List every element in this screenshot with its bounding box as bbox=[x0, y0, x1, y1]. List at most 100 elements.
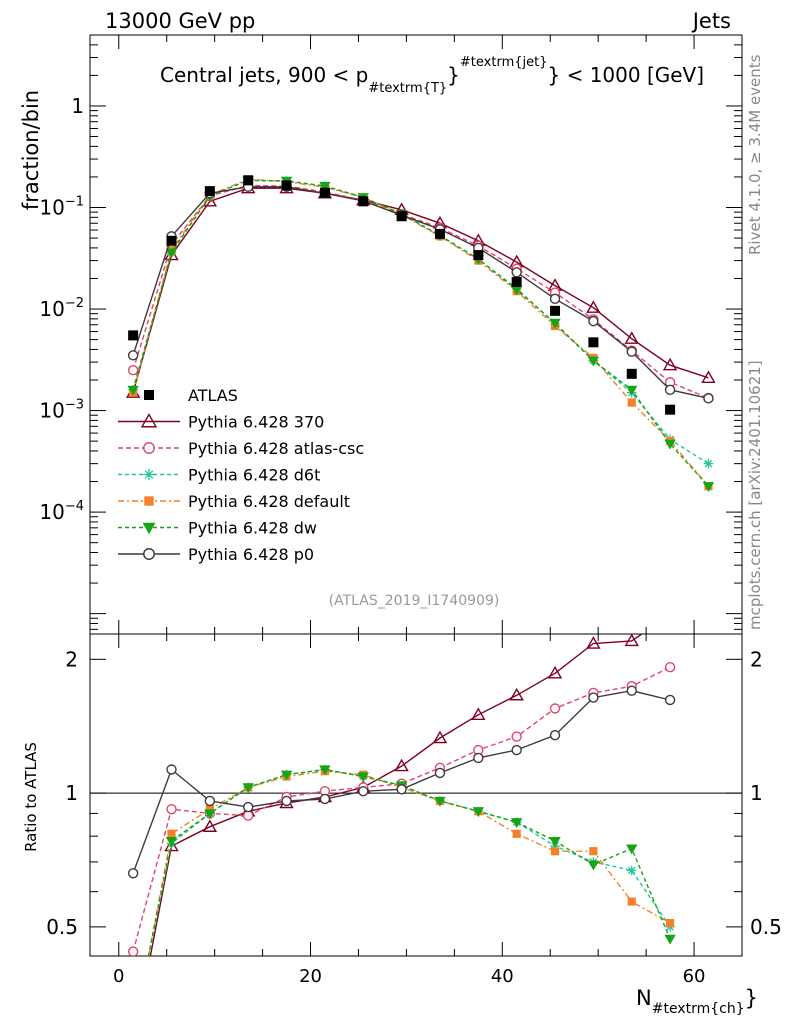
plot-title-close: } bbox=[447, 63, 460, 87]
series-4-ratio-point bbox=[511, 818, 523, 829]
legend-label-3: Pythia 6.428 default bbox=[188, 492, 350, 511]
series-3-main-line bbox=[132, 178, 709, 487]
series-1-ratio-point bbox=[127, 946, 139, 956]
legend-marker-2 bbox=[143, 468, 155, 481]
header-observable: Jets bbox=[691, 9, 731, 33]
x-axis-label: N#textrm{ch}} bbox=[636, 986, 758, 1017]
series-4-main-point bbox=[587, 356, 600, 367]
series-4-ratio-point bbox=[357, 772, 369, 783]
series-4-ratio-point bbox=[664, 934, 676, 945]
atlas-data-point bbox=[358, 196, 369, 207]
series-1-ratio-point bbox=[549, 703, 561, 714]
series-1-ratio-point bbox=[243, 810, 254, 821]
main-y-tick-label: 10−3 bbox=[39, 398, 84, 423]
series-4-ratio-point bbox=[626, 844, 638, 855]
series-5-ratio-point bbox=[511, 744, 522, 756]
series-4-main-point bbox=[626, 385, 638, 396]
series-1-ratio-point bbox=[511, 731, 522, 742]
series-4-main-point bbox=[702, 482, 715, 492]
atlas-data-point bbox=[665, 404, 676, 415]
atlas-data-point bbox=[626, 368, 637, 379]
series-1-ratio-point bbox=[166, 803, 177, 815]
atlas-data-point bbox=[204, 186, 215, 197]
main-y-tick-label: 10−4 bbox=[39, 499, 84, 524]
legend-marker-3 bbox=[144, 496, 154, 506]
series-3-ratio-line bbox=[147, 770, 671, 956]
header-energy: 13000 GeV pp bbox=[105, 9, 255, 33]
series-0-ratio-point bbox=[586, 636, 601, 649]
atlas-data-point bbox=[511, 276, 522, 287]
series-3-ratio-point bbox=[167, 829, 176, 838]
ratio-y-tick-label: 2 bbox=[65, 647, 78, 671]
analysis-watermark: (ATLAS_2019_I1740909) bbox=[329, 593, 500, 609]
series-0-ratio-point bbox=[664, 609, 676, 620]
series-5-ratio-point bbox=[243, 801, 254, 813]
series-3-ratio-point bbox=[665, 918, 675, 928]
series-4-main-point bbox=[165, 248, 178, 259]
series-5-main-point bbox=[127, 350, 139, 361]
series-4-ratio-point bbox=[242, 783, 254, 794]
series-3-ratio-point bbox=[627, 897, 636, 906]
ratio-y-tick-label-right: 0.5 bbox=[750, 915, 782, 939]
series-1-ratio-point bbox=[664, 661, 676, 673]
ratio-ylabel: Ratio to ATLAS bbox=[22, 742, 40, 852]
series-2-ratio-point bbox=[626, 865, 637, 876]
series-4-ratio-point bbox=[472, 807, 484, 818]
series-5-main-line bbox=[132, 186, 709, 399]
series-5-ratio-point bbox=[127, 868, 139, 879]
rivet-label: Rivet 4.1.0, ≥ 3.4M events bbox=[746, 54, 764, 255]
series-0-ratio-line bbox=[149, 634, 644, 956]
series-4-ratio-point bbox=[587, 860, 600, 871]
series-0-main-point bbox=[586, 300, 601, 313]
ratio-y-tick-label: 0.5 bbox=[46, 915, 78, 939]
atlas-data-point bbox=[396, 211, 407, 222]
series-3-ratio-point bbox=[589, 847, 598, 856]
series-4-ratio-point bbox=[165, 836, 178, 847]
series-0-ratio-point bbox=[394, 758, 409, 772]
series-5-ratio-point bbox=[434, 767, 446, 779]
legend-marker-1 bbox=[143, 442, 155, 454]
atlas-data-point bbox=[128, 330, 139, 341]
series-0-main-point bbox=[701, 370, 716, 384]
series-4-main-line bbox=[132, 179, 709, 487]
ratio-y-tick-label-right: 1 bbox=[750, 781, 763, 805]
atlas-data-point bbox=[281, 180, 292, 191]
series-5-ratio-point bbox=[549, 729, 561, 741]
atlas-data-point bbox=[550, 305, 561, 316]
series-5-main-point bbox=[626, 346, 637, 357]
series-5-main-point bbox=[511, 267, 522, 278]
series-5-ratio-point bbox=[358, 785, 369, 797]
atlas-data-point bbox=[166, 235, 177, 246]
series-4-main-point bbox=[319, 181, 331, 192]
series-5-ratio-point bbox=[166, 764, 177, 775]
main-y-tick-label: 10−2 bbox=[39, 296, 84, 321]
atlas-data-point bbox=[473, 250, 484, 261]
x-tick-label: 0 bbox=[113, 966, 124, 987]
x-tick-label: 20 bbox=[299, 966, 322, 987]
atlas-data-point bbox=[588, 337, 599, 348]
series-5-ratio-point bbox=[281, 795, 292, 807]
legend-label-2: Pythia 6.428 d6t bbox=[188, 466, 320, 485]
ratio-y-tick-label: 1 bbox=[65, 781, 78, 805]
series-5-main-point bbox=[664, 384, 676, 396]
series-5-main-point bbox=[549, 293, 561, 305]
series-4-ratio-point bbox=[549, 836, 561, 847]
series-0-ratio-point bbox=[202, 819, 218, 832]
series-2-main-point bbox=[703, 458, 714, 469]
series-3-ratio-point bbox=[512, 829, 521, 838]
main-ylabel: fraction/bin bbox=[19, 90, 43, 210]
atlas-data-point bbox=[434, 228, 445, 239]
series-4-ratio-point bbox=[319, 765, 331, 776]
series-4-ratio-point bbox=[204, 809, 216, 820]
series-0-ratio-point bbox=[432, 730, 448, 744]
legend-marker-5 bbox=[143, 548, 155, 560]
legend-label-5: Pythia 6.428 p0 bbox=[188, 545, 314, 564]
legend-label-atlas: ATLAS bbox=[188, 386, 238, 405]
series-5-ratio-point bbox=[204, 795, 216, 807]
series-0-ratio-point bbox=[164, 838, 179, 852]
x-tick-label: 60 bbox=[683, 966, 706, 987]
series-5-main-point bbox=[703, 393, 714, 404]
plot-title: Central jets, 900 < p#textrm{T}}#textrm{… bbox=[160, 55, 704, 96]
legend-marker-atlas bbox=[144, 390, 154, 400]
